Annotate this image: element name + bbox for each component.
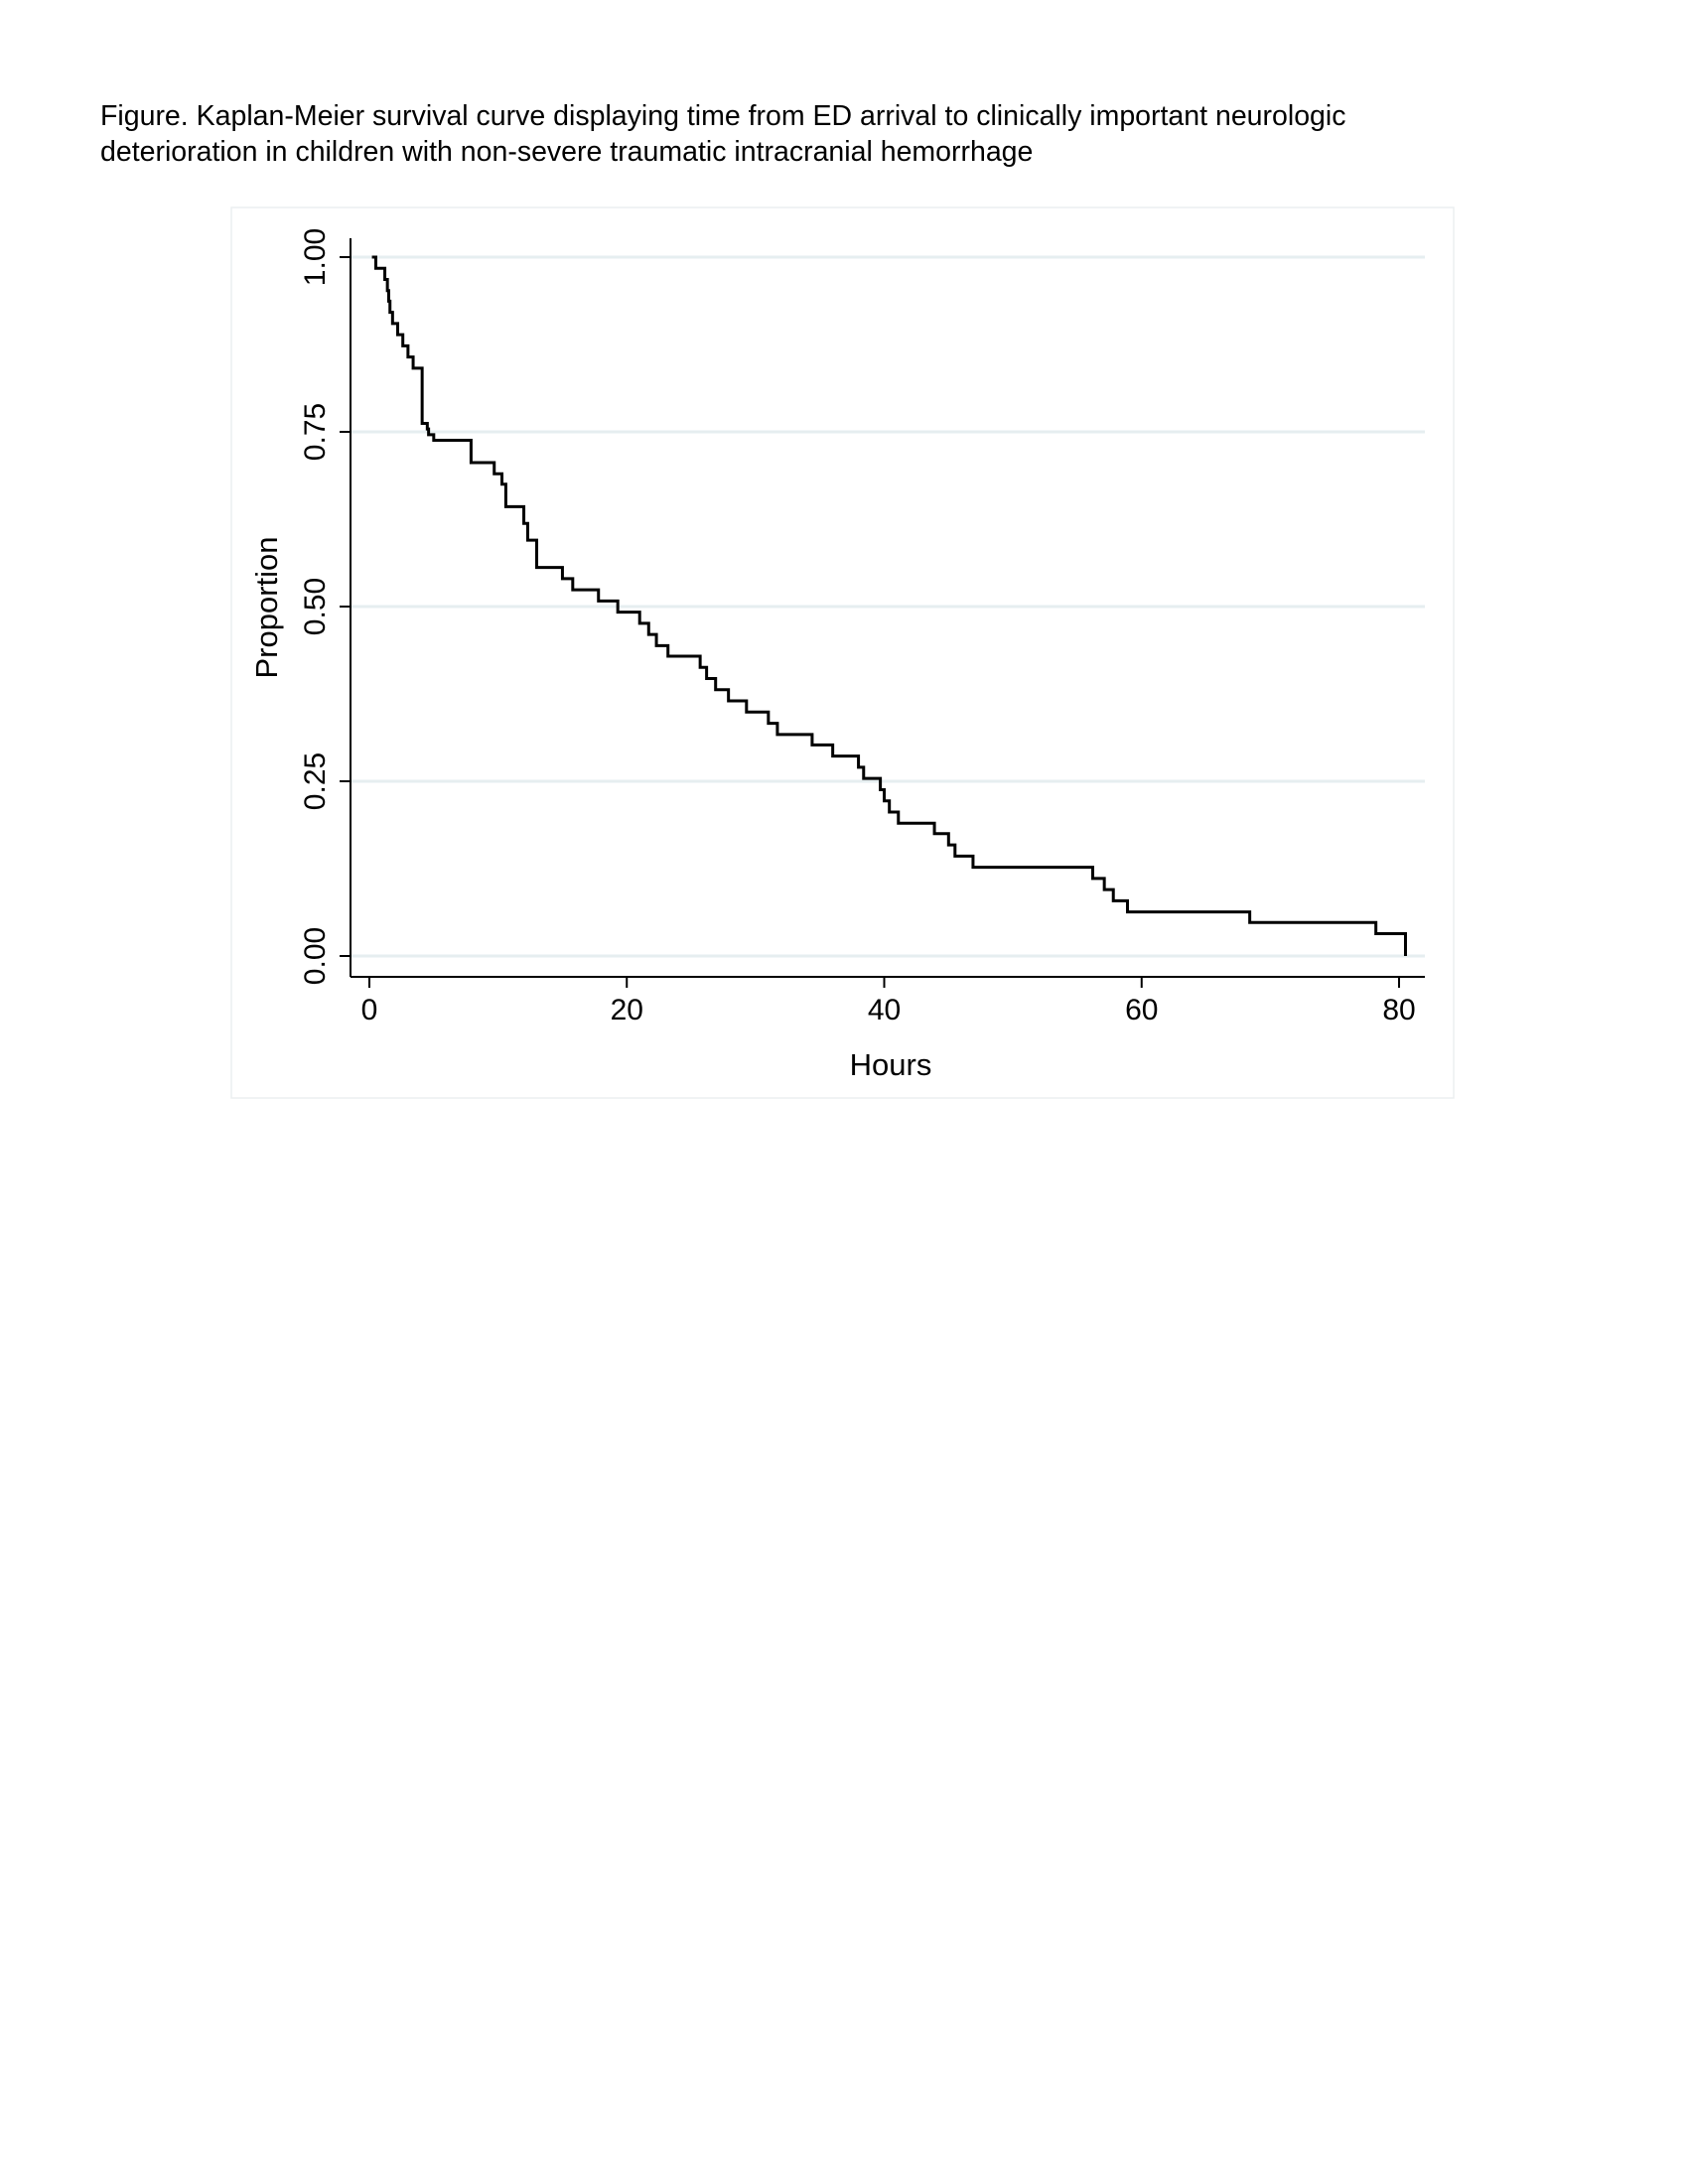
series-group: [371, 255, 1407, 956]
y-tick-label: 0.25: [299, 752, 332, 810]
x-tick-label: 80: [1382, 994, 1415, 1026]
y-tick-label: 1.00: [299, 228, 332, 286]
y-tick-label: 0.00: [299, 927, 332, 985]
y-axis-title: Proportion: [249, 536, 284, 678]
figure-caption: Figure. Kaplan-Meier survival curve disp…: [100, 100, 1346, 168]
x-axis-title: Hours: [850, 1047, 932, 1082]
x-tick-label: 0: [361, 994, 378, 1026]
tick-marks: [340, 256, 1400, 988]
x-tick-label: 60: [1125, 994, 1158, 1026]
x-tick-label: 20: [611, 994, 643, 1026]
y-tick-label: 0.75: [299, 403, 332, 461]
x-tick-label: 40: [868, 994, 901, 1026]
tick-labels: 0.00 0.25 0.50 0.75 1.00 0 20 40 60 80: [299, 228, 1416, 1026]
gridlines: [351, 255, 1425, 958]
survival-curve: [371, 255, 1407, 956]
chart-frame: [230, 206, 1455, 1099]
y-tick-label: 0.50: [299, 578, 332, 635]
